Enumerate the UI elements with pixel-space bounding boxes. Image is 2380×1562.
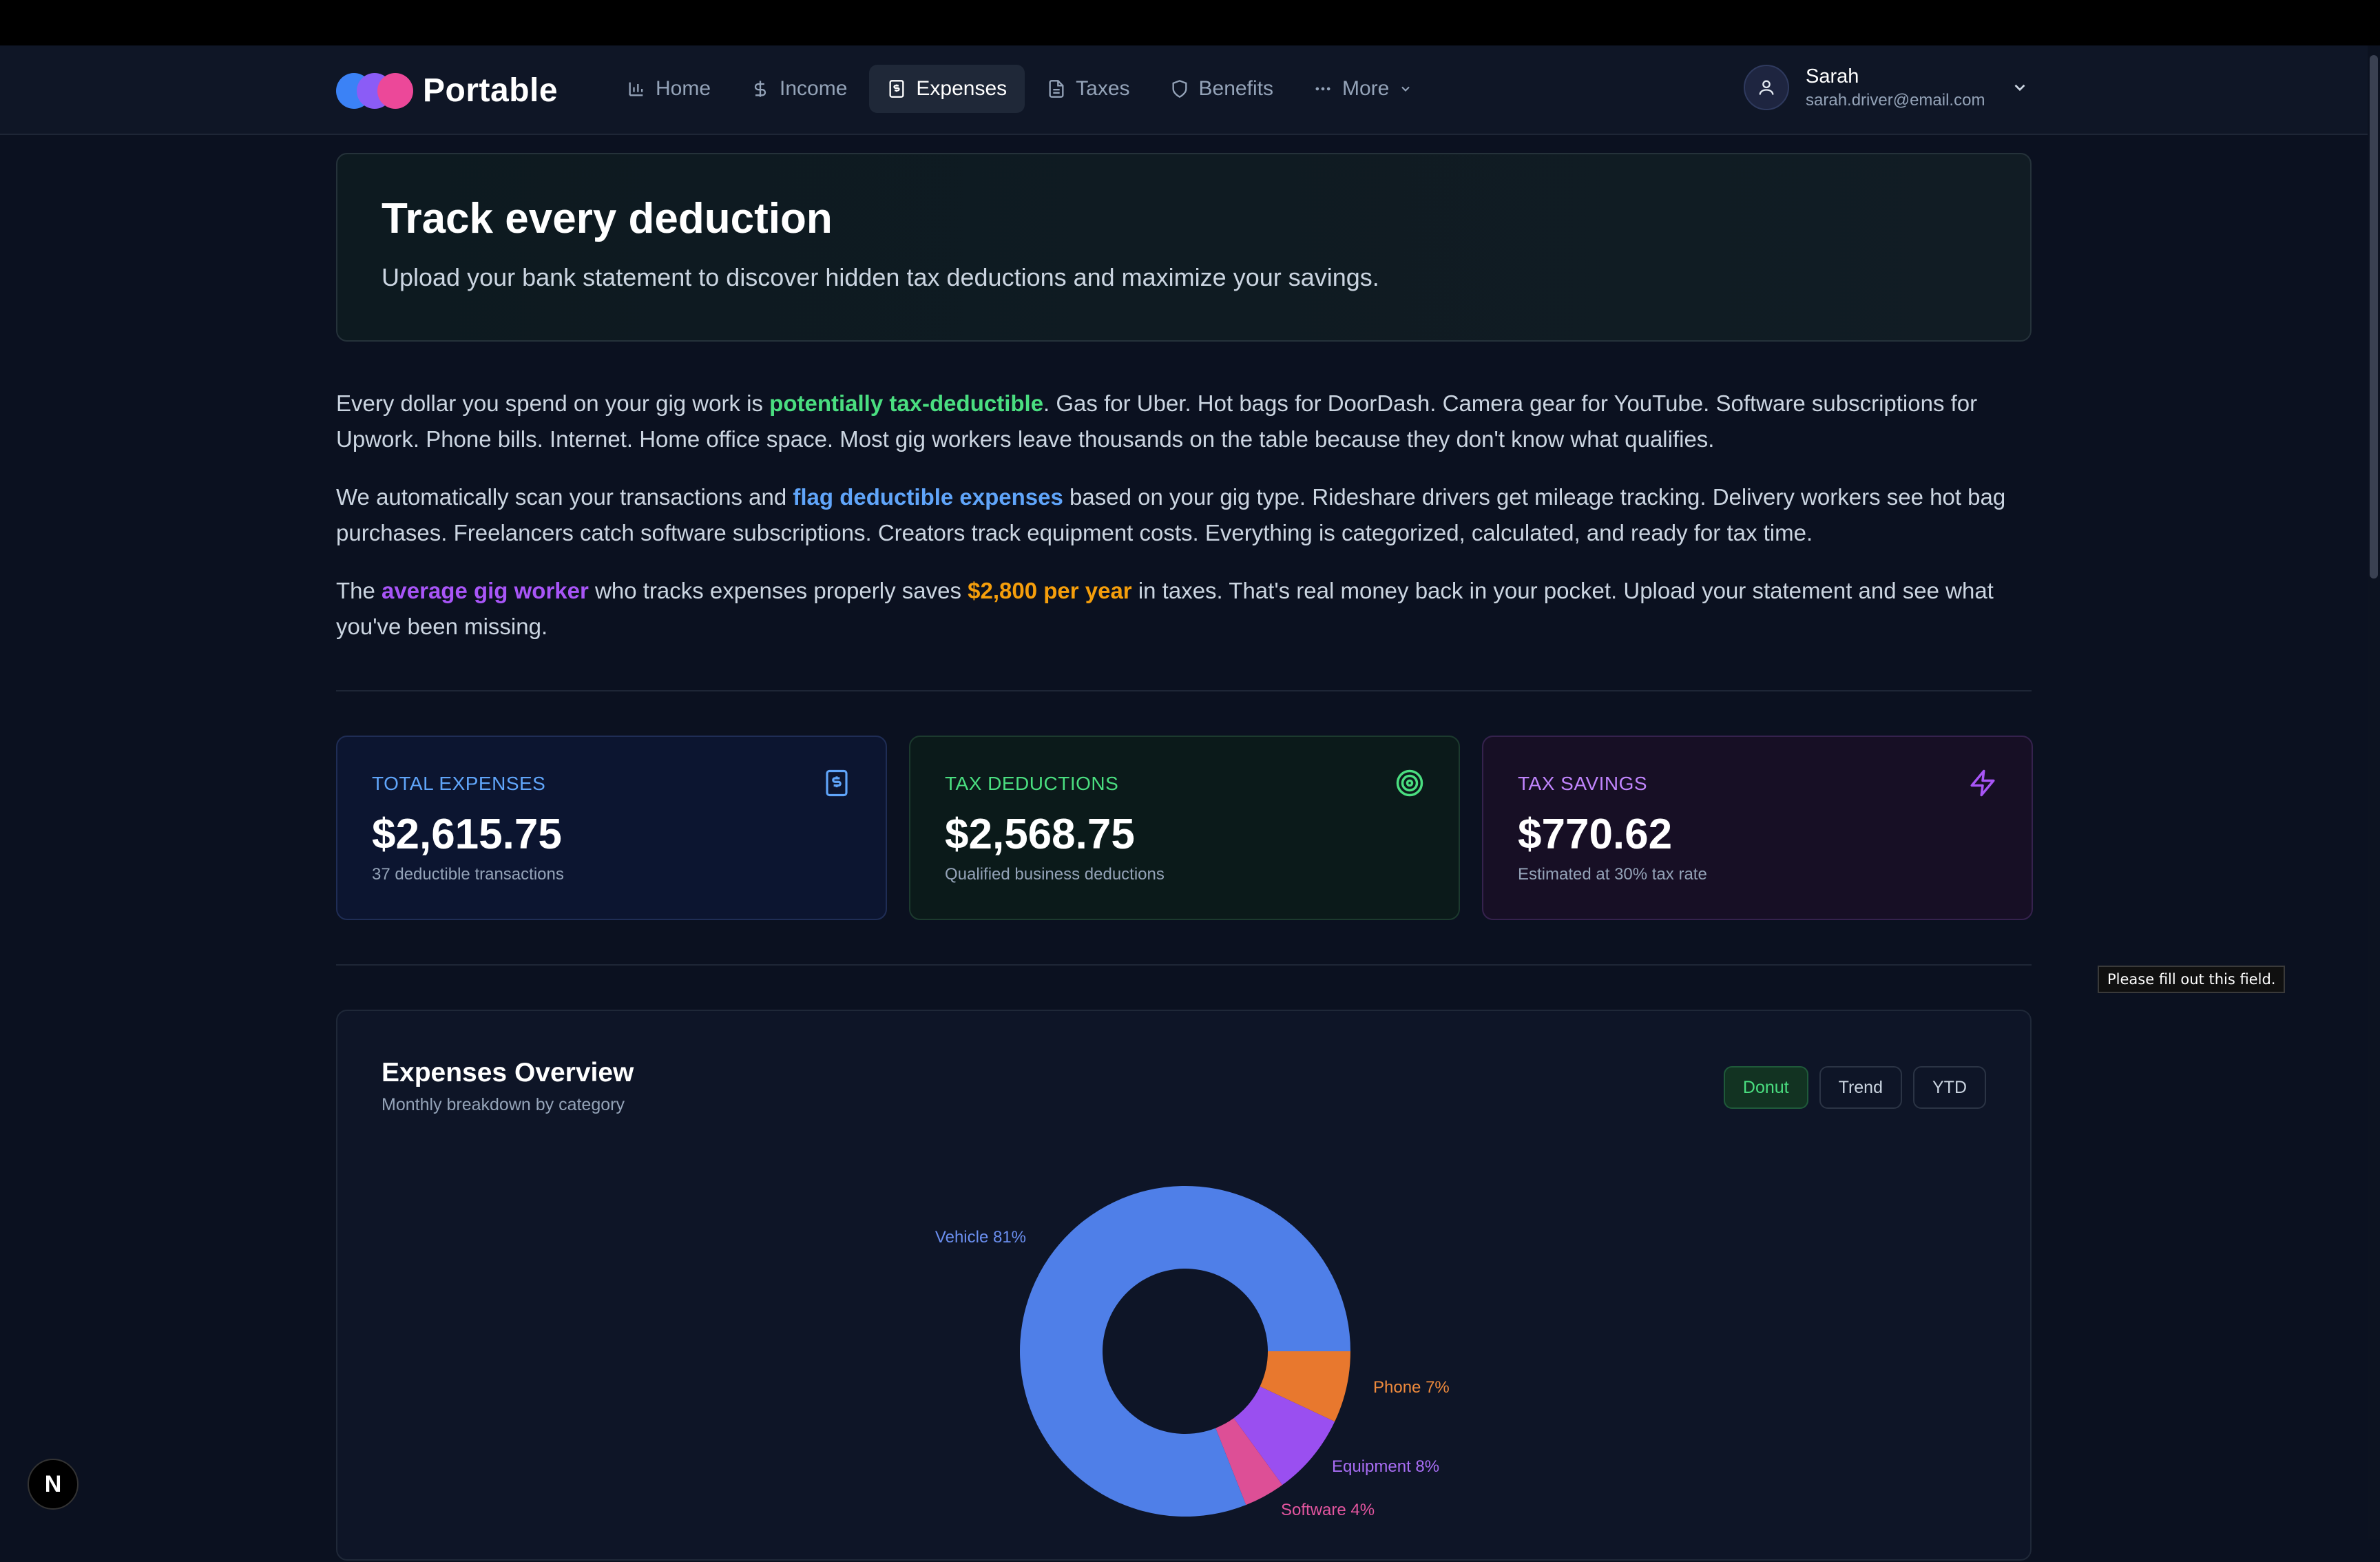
stat-subtext: 37 deductible transactions: [372, 865, 564, 884]
stat-value: $2,615.75: [372, 811, 562, 858]
nav-item-taxes[interactable]: Taxes: [1029, 65, 1147, 113]
stat-card-total-expenses: TOTAL EXPENSES $2,615.75 37 deductible t…: [336, 736, 887, 920]
section-subtitle: Monthly breakdown by category: [382, 1095, 625, 1114]
section-divider: [336, 690, 2032, 691]
intro-paragraph-2: We automatically scan your transactions …: [336, 484, 2006, 545]
stat-card-tax-deductions: TAX DEDUCTIONS $2,568.75 Qualified busin…: [909, 736, 1460, 920]
tab-trend[interactable]: Trend: [1819, 1066, 1902, 1109]
donut-label-vehicle: Vehicle 81%: [935, 1228, 1026, 1247]
top-navbar: Portable Home Income Expenses Taxes Bene…: [0, 45, 2368, 135]
nav-item-label: Income: [780, 77, 848, 100]
nav-item-label: Expenses: [916, 77, 1008, 100]
section-title: Expenses Overview: [382, 1058, 634, 1087]
stat-value: $2,568.75: [945, 811, 1135, 858]
stat-subtext: Qualified business deductions: [945, 865, 1165, 884]
target-icon: [1396, 769, 1423, 797]
chart-view-tabs: Donut Trend YTD: [1713, 1066, 1986, 1109]
stat-label: TAX DEDUCTIONS: [945, 773, 1119, 794]
logo-icon: [336, 72, 413, 109]
user-icon: [1759, 80, 1774, 95]
document-icon: [1049, 80, 1064, 98]
nav-item-benefits[interactable]: Benefits: [1152, 65, 1291, 113]
page-subtitle: Upload your bank statement to discover h…: [382, 263, 1379, 291]
nav-item-home[interactable]: Home: [609, 65, 729, 113]
expenses-overview-card: Phone 7% Equipment 8% Software 4% Vehicle 8…: [336, 1010, 2032, 1561]
stat-value: $770.62: [1518, 811, 1673, 858]
donut-slice-equipment[interactable]: [1233, 1386, 1335, 1486]
user-menu[interactable]: Sarah sarah.driver@email.com: [1744, 65, 2029, 110]
nav-item-label: More: [1342, 77, 1390, 100]
stat-card-tax-savings: TAX SAVINGS $770.62 Estimated at 30% tax…: [1482, 736, 2033, 920]
donut-slice-phone[interactable]: [1260, 1351, 1350, 1422]
highlight-tax-deductible: potentially tax-deductible: [769, 390, 1044, 416]
user-email: sarah.driver@email.com: [1806, 90, 1985, 110]
highlight-flag-deductible: flag deductible expenses: [793, 484, 1063, 510]
hero-banner: Track every deduction Upload your bank s…: [336, 153, 2032, 342]
chevron-down-icon[interactable]: [2011, 79, 2029, 96]
window-top-bar: [0, 0, 2380, 45]
highlight-average-gig-worker: average gig worker: [382, 578, 589, 603]
user-name: Sarah: [1806, 65, 1859, 87]
donut-label-phone: Phone 7%: [1373, 1378, 1450, 1397]
brand-logo[interactable]: Portable: [336, 72, 558, 110]
intro-paragraph-3: The average gig worker who tracks expens…: [336, 578, 1994, 639]
scrollbar-thumb[interactable]: [2370, 55, 2378, 579]
receipt-icon: [889, 80, 904, 98]
nav-item-label: Taxes: [1076, 77, 1130, 100]
nav-item-label: Benefits: [1198, 77, 1273, 100]
ellipsis-icon: [1315, 87, 1330, 91]
nav-item-label: Home: [656, 77, 711, 100]
stat-subtext: Estimated at 30% tax rate: [1518, 865, 1707, 884]
main-nav: Home Income Expenses Taxes Benefits More: [609, 65, 1434, 113]
dev-tools-badge[interactable]: N: [28, 1459, 79, 1510]
dollar-icon: [754, 81, 766, 97]
highlight-savings-amount: $2,800 per year: [968, 578, 1132, 603]
section-divider: [336, 964, 2032, 966]
avatar: [1744, 65, 1789, 110]
tab-ytd[interactable]: YTD: [1913, 1066, 1986, 1109]
chevron-down-icon: [1401, 86, 1410, 92]
nav-item-expenses[interactable]: Expenses: [869, 65, 1025, 113]
bar-chart-icon: [629, 82, 643, 96]
intro-paragraph-1: Every dollar you spend on your gig work …: [336, 390, 1978, 452]
nav-item-income[interactable]: Income: [733, 65, 865, 113]
brand-name: Portable: [423, 72, 559, 109]
donut-slice-software[interactable]: [1215, 1418, 1283, 1506]
receipt-icon: [826, 769, 848, 797]
validation-tooltip: Please fill out this field.: [2098, 966, 2286, 993]
lightning-icon: [1970, 769, 1995, 797]
donut-label-equipment: Equipment 8%: [1332, 1457, 1439, 1476]
stat-label: TOTAL EXPENSES: [372, 773, 546, 794]
tab-donut[interactable]: Donut: [1723, 1066, 1808, 1109]
donut-slice-vehicle[interactable]: [1020, 1186, 1350, 1517]
shield-icon: [1172, 80, 1187, 98]
page-title: Track every deduction: [382, 195, 833, 242]
stat-label: TAX SAVINGS: [1518, 773, 1648, 794]
nav-item-more[interactable]: More: [1295, 65, 1430, 113]
expenses-donut-chart: Phone 7% Equipment 8% Software 4% Vehicle 8…: [935, 1186, 1450, 1519]
donut-label-software: Software 4%: [1281, 1501, 1375, 1519]
